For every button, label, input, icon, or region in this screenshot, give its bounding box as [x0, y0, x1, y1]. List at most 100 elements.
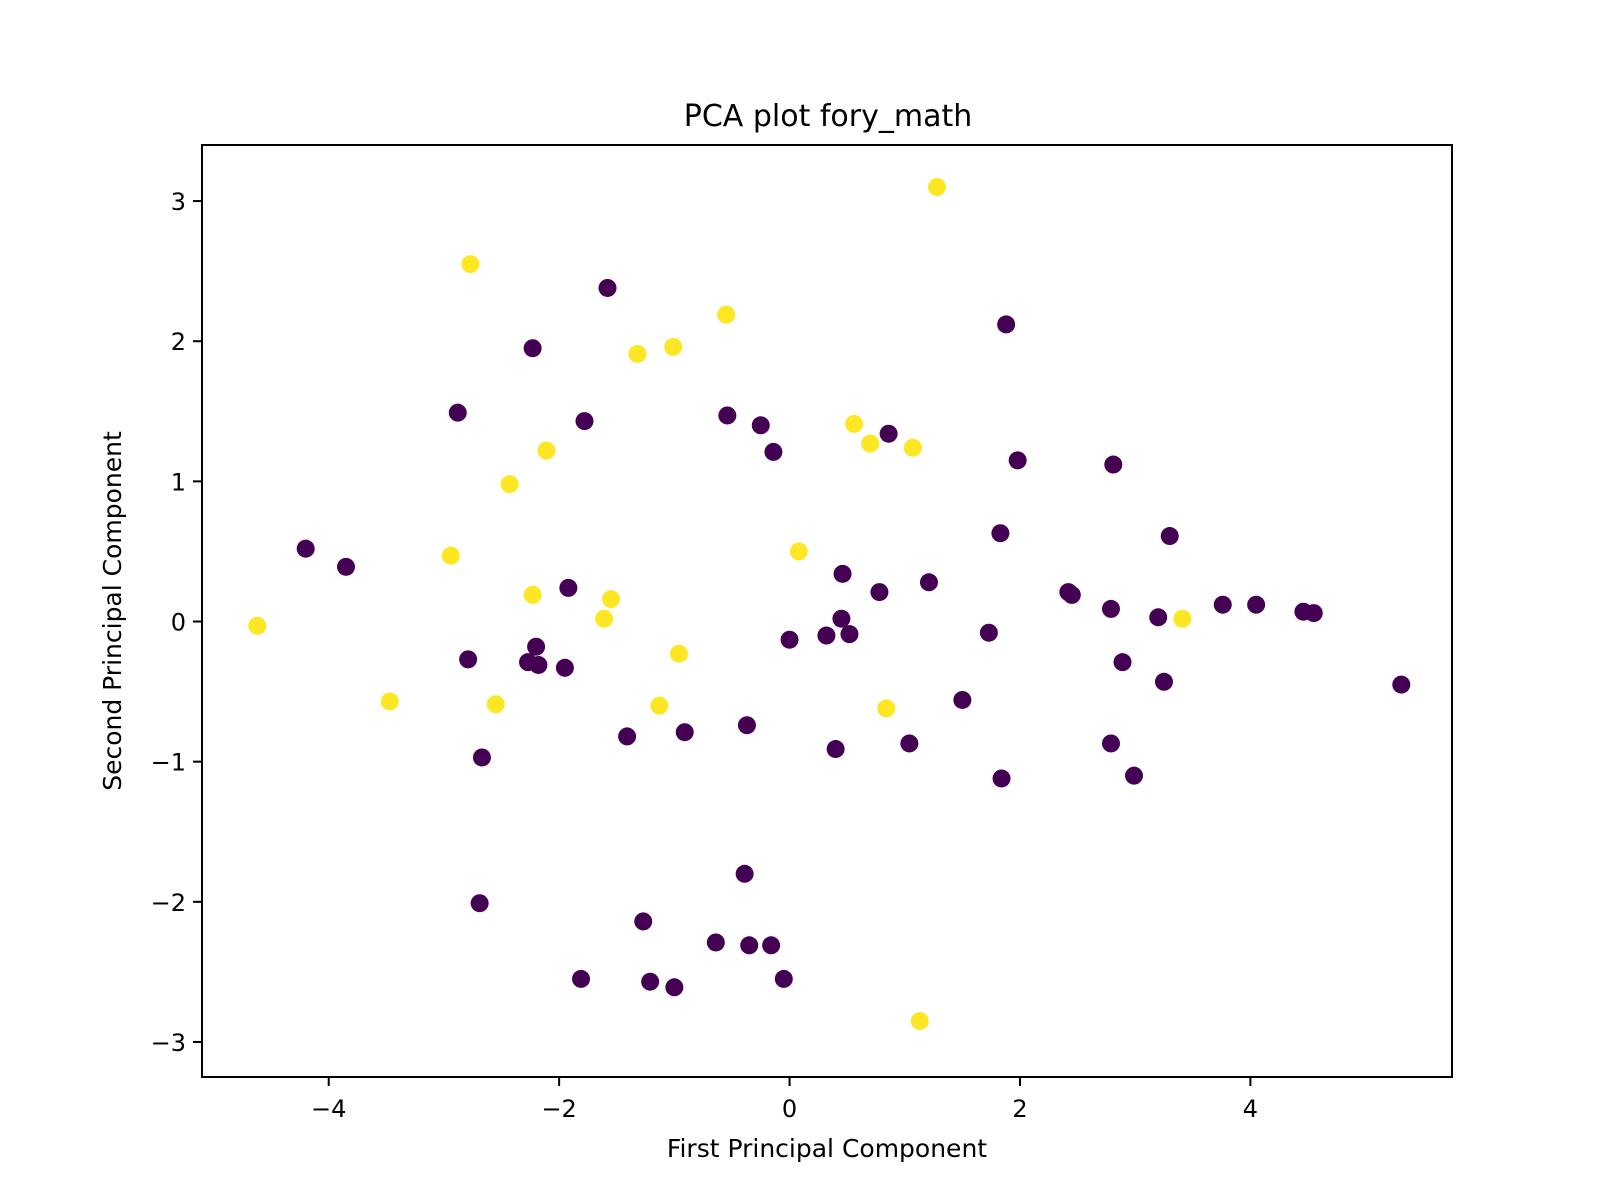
point-class1-15 — [1173, 609, 1192, 628]
x-tick-label: −2 — [541, 1095, 576, 1123]
point-class1-6 — [861, 434, 880, 453]
y-tick-label: −2 — [151, 889, 186, 917]
point-class0-0 — [598, 278, 617, 297]
x-tick-label: −4 — [311, 1095, 346, 1123]
point-class0-38 — [1154, 672, 1173, 691]
point-class0-23 — [1213, 595, 1232, 614]
point-class0-49 — [1125, 766, 1144, 785]
point-class0-26 — [1304, 604, 1323, 623]
point-class1-9 — [500, 475, 519, 494]
point-class0-39 — [1392, 675, 1411, 694]
point-class1-1 — [461, 255, 480, 274]
point-class0-30 — [979, 623, 998, 642]
point-class0-37 — [1113, 653, 1132, 672]
point-class0-55 — [762, 936, 781, 955]
point-class0-31 — [780, 630, 799, 649]
point-class1-22 — [910, 1011, 929, 1030]
point-class0-24 — [1247, 595, 1266, 614]
point-class0-20 — [1062, 585, 1081, 604]
point-class0-58 — [665, 978, 684, 997]
data-points — [248, 178, 1411, 1030]
point-class0-16 — [833, 564, 852, 583]
y-tick-label: 0 — [171, 609, 186, 637]
y-tick-label: 2 — [171, 328, 186, 356]
x-tick-label: 4 — [1243, 1095, 1258, 1123]
point-class0-42 — [675, 723, 694, 742]
point-class1-21 — [877, 699, 896, 718]
x-axis-label: First Principal Component — [667, 1134, 987, 1163]
point-class0-10 — [1104, 455, 1123, 474]
point-class1-5 — [845, 414, 864, 433]
point-class0-7 — [879, 424, 898, 443]
point-class1-13 — [601, 590, 620, 609]
point-class0-14 — [337, 557, 356, 576]
point-class0-44 — [472, 748, 491, 767]
y-tick-label: 1 — [171, 468, 186, 496]
point-class0-43 — [737, 716, 756, 735]
point-class0-57 — [641, 972, 660, 991]
point-class0-36 — [555, 658, 574, 677]
point-class0-3 — [575, 412, 594, 431]
point-class0-46 — [900, 734, 919, 753]
point-class1-4 — [664, 337, 683, 356]
y-tick-label: −1 — [151, 749, 186, 777]
point-class0-56 — [572, 969, 591, 988]
point-class1-2 — [717, 305, 736, 324]
point-class0-47 — [1101, 734, 1120, 753]
point-class0-4 — [718, 406, 737, 425]
point-class0-54 — [740, 936, 759, 955]
point-class0-51 — [470, 894, 489, 913]
point-class1-20 — [650, 696, 669, 715]
point-class1-11 — [789, 542, 808, 561]
point-class0-33 — [527, 637, 546, 656]
point-class0-32 — [459, 650, 478, 669]
point-class0-50 — [735, 864, 754, 883]
point-class1-10 — [441, 546, 460, 565]
point-class0-5 — [751, 416, 770, 435]
y-axis-label: Second Principal Component — [98, 431, 127, 791]
y-tick-label: −3 — [151, 1029, 186, 1057]
point-class0-53 — [706, 933, 725, 952]
point-class0-11 — [991, 524, 1010, 543]
point-class1-19 — [486, 695, 505, 714]
point-class0-6 — [764, 442, 783, 461]
point-class0-9 — [1008, 451, 1027, 470]
x-tick-label: 0 — [782, 1095, 797, 1123]
point-class0-8 — [997, 315, 1016, 334]
y-tick-label: 3 — [171, 188, 186, 216]
point-class0-48 — [992, 769, 1011, 788]
point-class1-3 — [628, 344, 647, 363]
point-class0-45 — [826, 740, 845, 759]
x-tick-label: 2 — [1012, 1095, 1027, 1123]
point-class1-14 — [595, 609, 614, 628]
point-class0-17 — [870, 583, 889, 602]
y-axis-ticks: −3 −2 −1 0 1 2 3 — [151, 188, 202, 1057]
chart-title: PCA plot fory_math — [684, 99, 973, 134]
point-class1-18 — [380, 692, 399, 711]
point-class0-52 — [634, 912, 653, 931]
point-class1-16 — [248, 616, 267, 635]
point-class0-15 — [559, 578, 578, 597]
point-class0-29 — [840, 625, 859, 644]
point-class1-7 — [903, 438, 922, 457]
point-class0-12 — [1160, 527, 1179, 546]
point-class0-22 — [1149, 608, 1168, 627]
point-class0-59 — [774, 969, 793, 988]
point-class0-18 — [919, 573, 938, 592]
point-class0-21 — [1101, 599, 1120, 618]
point-class1-0 — [928, 178, 947, 197]
x-axis-ticks: −4 −2 0 2 4 — [311, 1077, 1258, 1123]
plot-frame — [201, 144, 1453, 1078]
point-class0-40 — [953, 690, 972, 709]
point-class0-2 — [448, 403, 467, 422]
point-class1-8 — [537, 441, 556, 460]
point-class0-28 — [817, 626, 836, 645]
point-class0-13 — [296, 539, 315, 558]
point-class1-17 — [669, 644, 688, 663]
point-class1-12 — [523, 585, 542, 604]
point-class0-41 — [618, 727, 637, 746]
point-class0-1 — [523, 339, 542, 358]
